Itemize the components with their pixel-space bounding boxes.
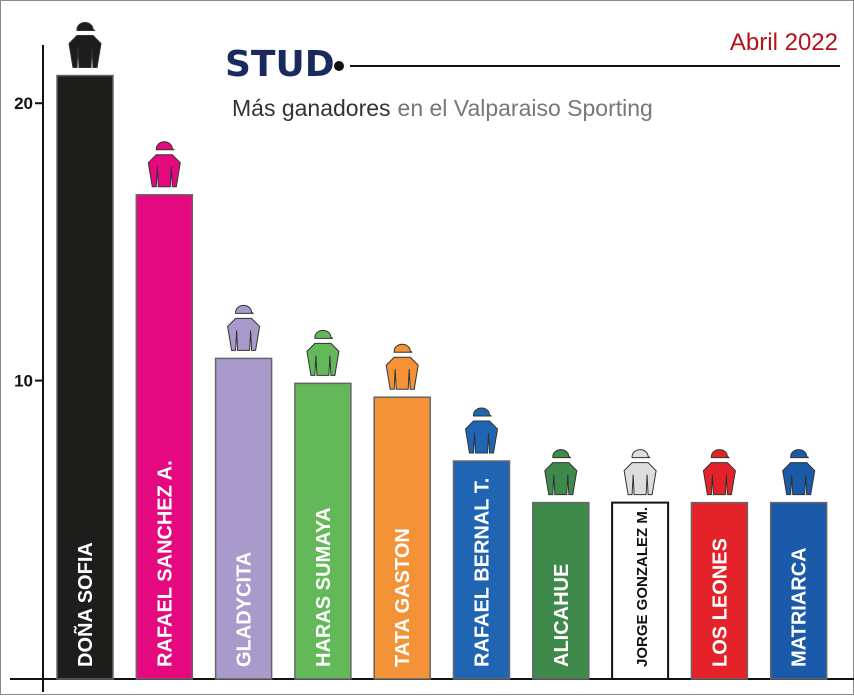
bar-label: RAFAEL BERNAL T. (472, 478, 494, 667)
silk-shirt (783, 463, 815, 495)
chart-title: STUD (225, 44, 335, 85)
subtitle: Más ganadores en el Valparaiso Sporting (232, 95, 653, 121)
date: Abril 2022 (730, 29, 838, 56)
silk-shirt (703, 463, 735, 495)
silk-shirt (466, 421, 498, 453)
silk-shirt (148, 155, 180, 187)
chart: STUD Abril 2022 Más ganadores en el Valpa… (0, 0, 854, 695)
bar-label: GLADYCITA (234, 552, 256, 667)
bar-label: ALICAHUE (551, 564, 573, 667)
title-dot (334, 61, 344, 71)
silk-shirt (69, 36, 101, 68)
bar-label: MATRIARCA (789, 547, 811, 667)
bar-label: DOÑA SOFIA (74, 542, 97, 667)
silk-shirt (228, 318, 260, 350)
subtitle-rest: en el Valparaiso Sporting (398, 95, 653, 121)
silk-shirt (624, 463, 656, 495)
bar-label: LOS LEONES (709, 538, 731, 667)
silk-shirt (545, 463, 577, 495)
bar-label: HARAS SUMAYA (313, 507, 335, 667)
y-tick-label: 10 (14, 372, 33, 391)
bar-label: JORGE GONZALEZ M. (634, 507, 651, 667)
silk-shirt (307, 343, 339, 375)
bar-label: RAFAEL SANCHEZ A. (154, 460, 176, 667)
subtitle-strong: Más ganadores (232, 95, 391, 121)
y-tick-label: 20 (14, 94, 33, 113)
bar-label: TATA GASTON (392, 528, 414, 667)
silk-shirt (386, 357, 418, 389)
